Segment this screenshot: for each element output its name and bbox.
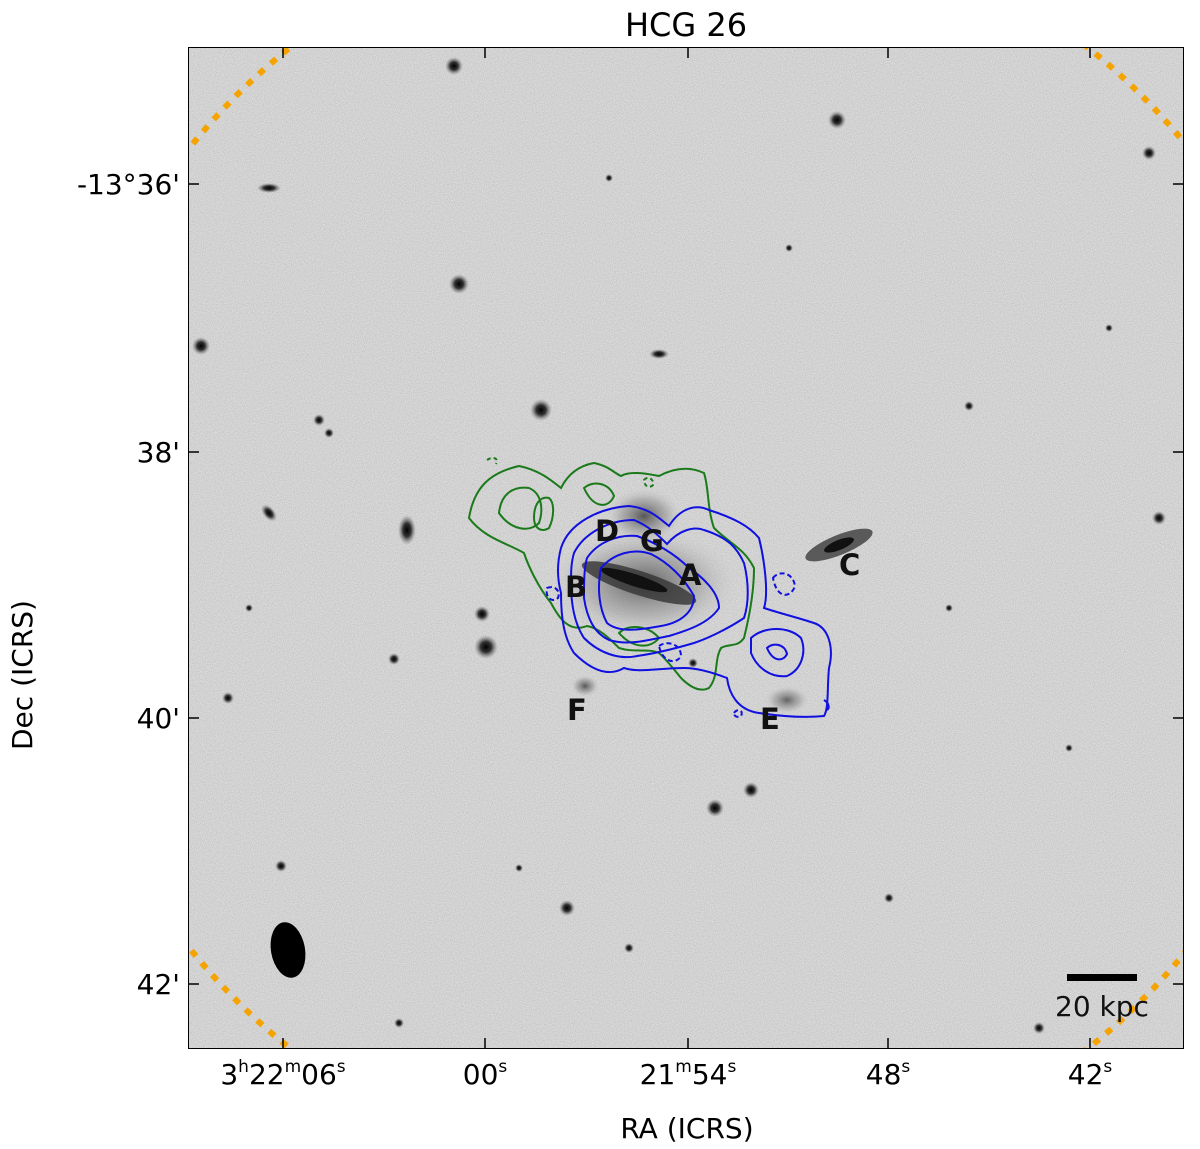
y-tick-label: 42' bbox=[136, 968, 180, 1001]
field-sources bbox=[192, 57, 1166, 1034]
x-tick-label: 42s bbox=[1067, 1056, 1113, 1091]
sky-image-svg: D G A B C F E 20 kpc bbox=[189, 48, 1183, 1048]
galaxy-label-e: E bbox=[760, 702, 780, 736]
galaxy-label-c: C bbox=[839, 548, 860, 582]
galaxy-label-d: D bbox=[595, 514, 619, 548]
x-tick-label: 48s bbox=[865, 1056, 911, 1091]
hcg26-galaxies bbox=[549, 488, 873, 714]
y-tick-label: -13°36' bbox=[76, 168, 180, 201]
galaxy-label-f: F bbox=[567, 693, 587, 727]
x-tick-label: 00s bbox=[462, 1056, 508, 1091]
y-tick-label: 38' bbox=[136, 436, 180, 469]
figure-title: HCG 26 bbox=[624, 6, 748, 44]
beam-ellipse bbox=[270, 922, 306, 978]
hi-contours bbox=[545, 504, 832, 718]
galaxy-label-g: G bbox=[640, 524, 664, 558]
scale-bar-label: 20 kpc bbox=[1055, 990, 1149, 1023]
galaxy-label-b: B bbox=[565, 570, 587, 604]
x-tick-label: 21m54s bbox=[639, 1056, 737, 1091]
scale-bar bbox=[1067, 974, 1137, 981]
x-axis-label: RA (ICRS) bbox=[620, 1112, 754, 1145]
x-tick-label: 3h22m06s bbox=[220, 1056, 346, 1091]
sky-image-panel: D G A B C F E 20 kpc bbox=[188, 47, 1184, 1049]
y-tick-label: 40' bbox=[136, 702, 180, 735]
y-axis-label: Dec (ICRS) bbox=[6, 600, 39, 750]
galaxy-labels: D G A B C F E bbox=[565, 514, 860, 736]
galaxy-label-a: A bbox=[679, 558, 702, 592]
